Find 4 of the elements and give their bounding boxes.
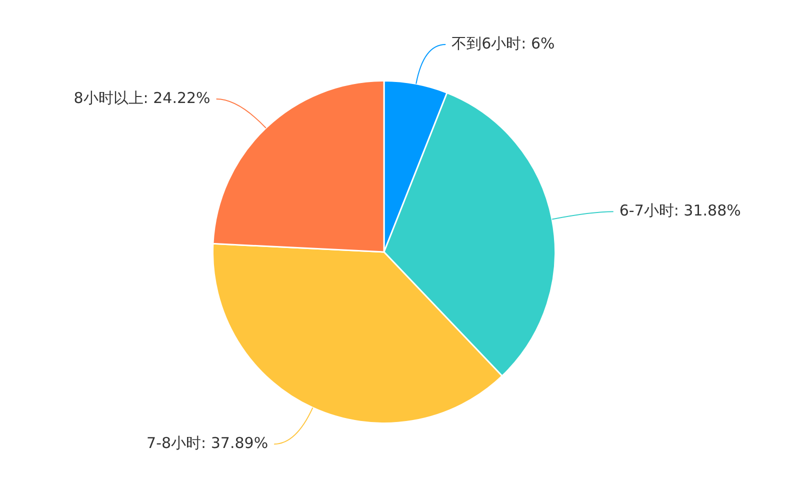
slice-label: 8小时以上: 24.22% xyxy=(74,88,210,107)
slice-label: 不到6小时: 6% xyxy=(452,34,555,52)
slice-label: 6-7小时: 31.88% xyxy=(619,202,741,220)
slice-label: 7-8小时: 37.89% xyxy=(146,434,268,452)
